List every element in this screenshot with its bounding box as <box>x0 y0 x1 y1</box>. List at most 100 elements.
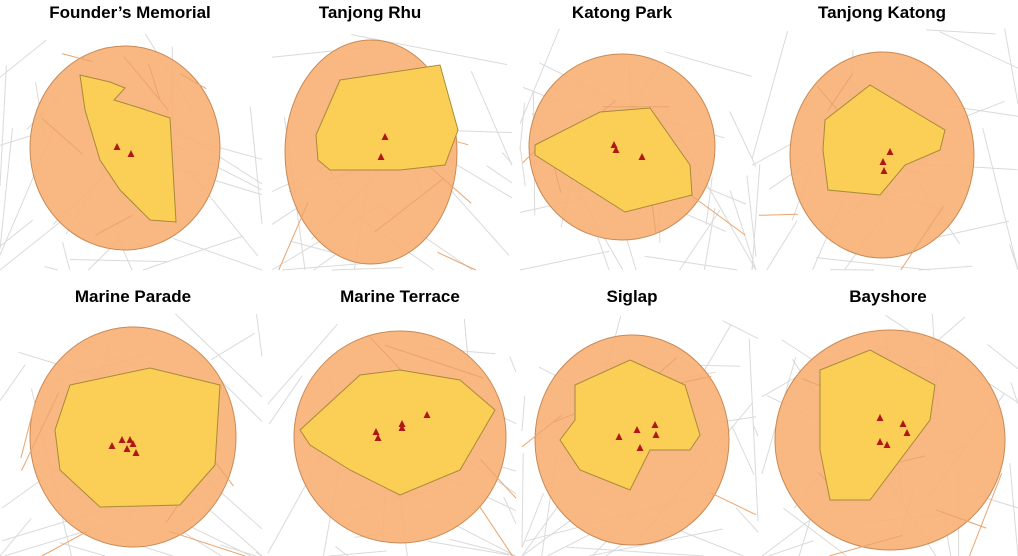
triangle-marker-icon <box>612 146 620 153</box>
road-line <box>926 29 996 35</box>
road-line <box>900 205 945 271</box>
road-line <box>41 118 83 155</box>
service-area <box>534 107 693 213</box>
panel-title: Tanjong Katong <box>817 3 947 22</box>
road-line <box>268 375 303 425</box>
road-line <box>751 164 761 271</box>
service-area <box>819 349 936 501</box>
road-line <box>968 473 1003 556</box>
triangle-marker-icon <box>638 153 646 160</box>
service-area <box>299 369 496 496</box>
road-line <box>443 182 510 256</box>
road-line <box>644 255 738 271</box>
road-line <box>1009 244 1018 271</box>
road-line <box>256 314 263 357</box>
triangle-marker-icon <box>610 141 618 148</box>
road-line <box>169 530 246 556</box>
road-line <box>729 190 757 271</box>
road-line <box>249 106 263 224</box>
triangle-marker-icon <box>123 445 131 452</box>
road-line <box>148 63 161 101</box>
triangle-marker-icon <box>374 434 382 441</box>
road-line <box>61 53 93 63</box>
road-line <box>503 496 517 524</box>
triangle-marker-icon <box>879 158 887 165</box>
road-line <box>519 28 560 124</box>
triangle-marker-icon <box>423 411 431 418</box>
road-line <box>521 499 563 556</box>
triangle-marker-icon <box>876 414 884 421</box>
service-area <box>559 359 701 491</box>
road-line <box>666 51 752 77</box>
road-line <box>798 520 811 556</box>
road-line <box>0 364 26 402</box>
road-line <box>1010 382 1018 405</box>
panel-title: Tanjong Rhu <box>318 3 422 22</box>
road-line <box>758 213 798 216</box>
road-line <box>625 236 637 271</box>
road-line <box>486 165 513 184</box>
road-line <box>1004 28 1018 105</box>
triangle-marker-icon <box>883 441 891 448</box>
triangle-marker-icon <box>108 442 116 449</box>
map-panel <box>751 28 1018 271</box>
road-line <box>351 34 508 66</box>
road-line <box>44 266 58 271</box>
road-line <box>748 338 759 522</box>
map-panel <box>271 34 513 271</box>
road-line <box>449 538 517 556</box>
map-panel <box>0 33 263 271</box>
map-panel <box>761 313 1018 556</box>
road-line <box>521 493 544 548</box>
triangle-marker-icon <box>118 436 126 443</box>
road-line <box>0 65 7 187</box>
road-line <box>731 425 755 475</box>
road-line <box>255 551 263 556</box>
road-line <box>0 39 47 78</box>
panel-title: Founder’s Memorial <box>49 3 211 22</box>
road-line <box>705 176 713 225</box>
road-line <box>480 459 517 499</box>
service-area <box>79 74 177 223</box>
triangle-marker-icon <box>377 153 385 160</box>
panel-title: Marine Terrace <box>340 287 460 306</box>
triangle-marker-icon <box>127 150 135 157</box>
service-area <box>54 367 221 508</box>
triangle-marker-icon <box>372 428 380 435</box>
triangle-marker-icon <box>903 429 911 436</box>
road-line <box>21 392 60 471</box>
triangle-marker-icon <box>126 436 134 443</box>
road-line <box>768 540 814 556</box>
map-panel <box>519 28 757 271</box>
road-line <box>729 111 757 168</box>
service-area <box>315 64 459 171</box>
road-line <box>934 220 1010 239</box>
road-line <box>935 509 987 529</box>
road-line <box>290 240 340 255</box>
road-line <box>521 453 524 547</box>
road-line <box>766 220 798 271</box>
road-line <box>59 542 106 556</box>
triangle-marker-icon <box>652 431 660 438</box>
triangle-marker-icon <box>381 133 389 140</box>
triangle-marker-icon <box>633 426 641 433</box>
road-line <box>783 507 848 556</box>
road-line <box>939 31 1018 69</box>
road-line <box>478 505 513 556</box>
road-line <box>470 70 513 166</box>
road-line <box>521 415 562 448</box>
road-line <box>179 73 207 90</box>
triangle-marker-icon <box>651 421 659 428</box>
triangle-marker-icon <box>129 440 137 447</box>
road-line <box>427 540 517 556</box>
road-line <box>711 492 757 516</box>
triangle-marker-icon <box>113 143 121 150</box>
road-line <box>679 209 721 271</box>
triangle-marker-icon <box>398 420 406 427</box>
road-line <box>0 518 32 556</box>
panel-title: Siglap <box>606 287 658 306</box>
road-line <box>735 507 759 533</box>
road-line <box>186 524 252 556</box>
road-line <box>437 251 476 271</box>
